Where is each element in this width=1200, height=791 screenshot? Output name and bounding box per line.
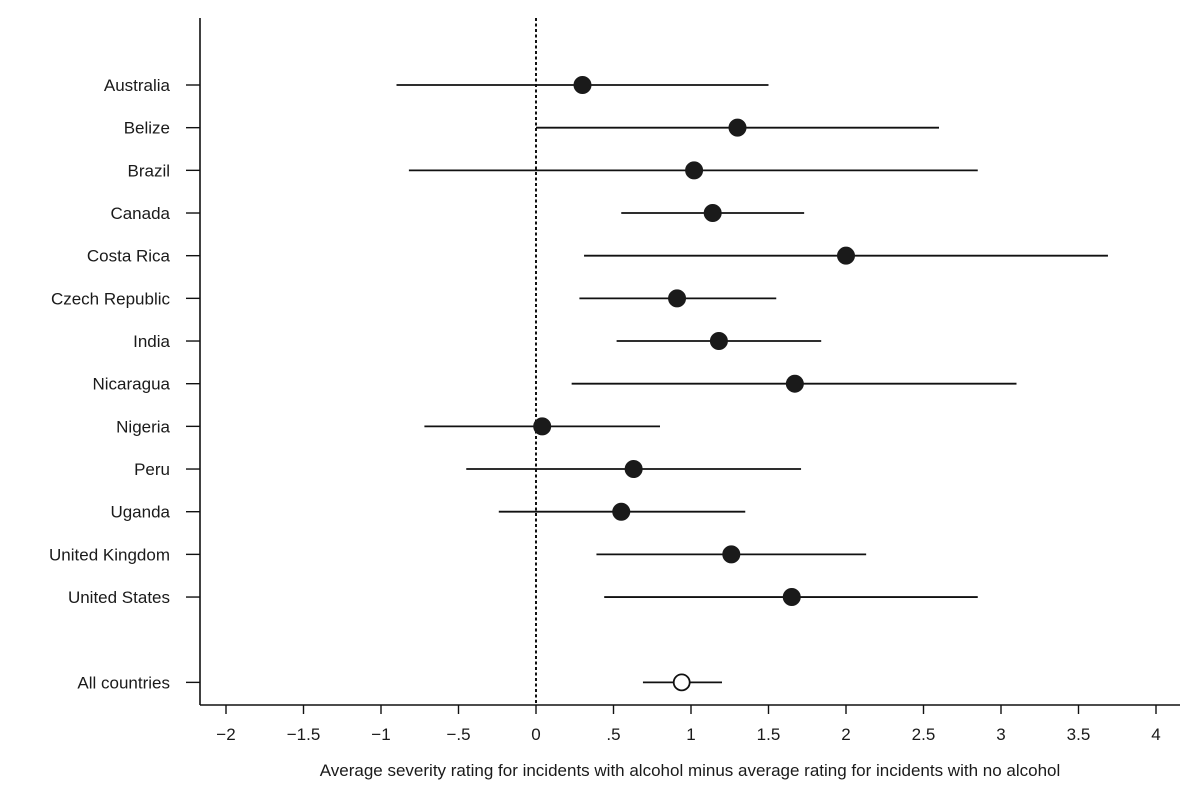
- row-label: India: [133, 332, 170, 351]
- row-label: Czech Republic: [51, 289, 171, 308]
- x-tick-label: 1: [686, 725, 695, 744]
- x-tick-label: −1: [371, 725, 390, 744]
- row-label: Canada: [110, 204, 170, 223]
- x-tick-label: 3.5: [1067, 725, 1091, 744]
- x-tick-label: 2.5: [912, 725, 936, 744]
- row-label: Uganda: [110, 503, 170, 522]
- row-label: Peru: [134, 460, 170, 479]
- point-estimate-marker: [612, 502, 631, 521]
- row-label: United Kingdom: [49, 545, 170, 564]
- row-label: Nicaragua: [93, 375, 171, 394]
- row-label: United States: [68, 588, 170, 607]
- point-estimate-marker: [685, 161, 704, 180]
- row-label: All countries: [77, 673, 170, 692]
- x-tick-label: 4: [1151, 725, 1160, 744]
- x-tick-label: −2: [216, 725, 235, 744]
- row-label: Brazil: [127, 161, 170, 180]
- row-label: Australia: [104, 76, 171, 95]
- x-tick-label: 2: [841, 725, 850, 744]
- row-label: Costa Rica: [87, 247, 171, 266]
- row-label: Nigeria: [116, 417, 170, 436]
- x-tick-label: 1.5: [757, 725, 781, 744]
- point-estimate-marker: [728, 118, 747, 137]
- data-rows: [396, 76, 1108, 692]
- row-label: Belize: [124, 119, 170, 138]
- x-tick-label: 3: [996, 725, 1005, 744]
- point-estimate-marker: [533, 417, 552, 436]
- x-tick-label: −1.5: [287, 725, 321, 744]
- point-estimate-marker: [703, 204, 722, 223]
- point-estimate-marker: [624, 460, 643, 479]
- point-estimate-marker: [668, 289, 687, 308]
- x-tick-label: 0: [531, 725, 540, 744]
- point-estimate-marker: [573, 76, 592, 94]
- point-estimate-marker: [709, 332, 728, 351]
- point-estimate-marker: [782, 588, 801, 607]
- point-estimate-marker: [837, 246, 855, 265]
- x-tick-label: .5: [606, 725, 620, 744]
- y-axis: Australia Belize Brazil Canada Costa Rica Cze…: [49, 76, 200, 692]
- point-estimate-marker: [785, 374, 804, 393]
- x-tick-label: −.5: [446, 725, 470, 744]
- x-axis-title: Average severity rating for incidents wi…: [320, 761, 1061, 780]
- plot-frame: [199, 18, 1180, 706]
- x-axis: −2 −1.5 −1 −.5 0 .5 1 1.5 2 2.5 3 3.5 4: [216, 705, 1161, 744]
- pooled-estimate-marker: [672, 673, 691, 692]
- point-estimate-marker: [722, 545, 741, 564]
